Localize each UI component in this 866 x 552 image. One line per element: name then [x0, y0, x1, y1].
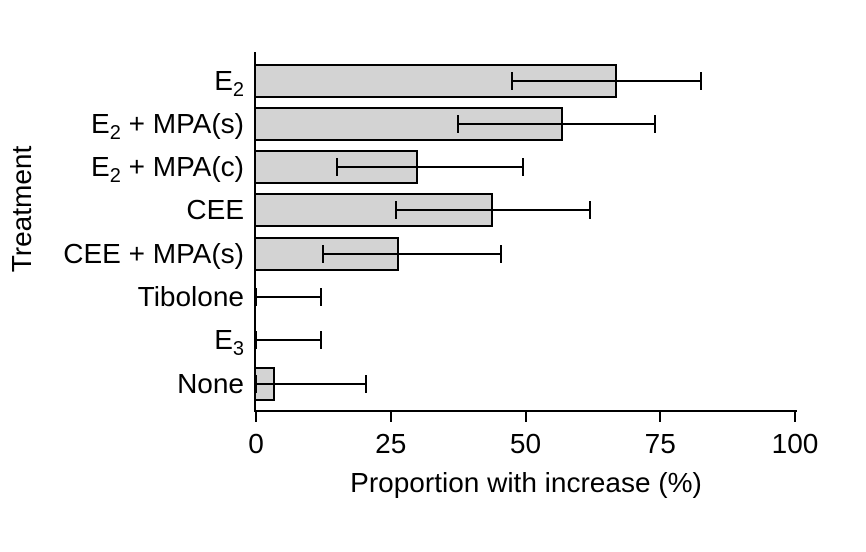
error-bar-cap-low	[255, 288, 257, 306]
error-bar-line	[396, 209, 591, 212]
error-bar-cap-high	[319, 288, 322, 306]
x-tick-mark	[659, 411, 662, 422]
category-label-subscript: 3	[232, 338, 244, 361]
category-label: None	[177, 367, 244, 399]
y-axis-title: Treatment	[6, 145, 37, 273]
category-label-subscript: 2	[232, 78, 244, 101]
error-bar-cap-high	[500, 244, 503, 263]
category-label-subscript: 2	[109, 165, 121, 188]
error-bar-cap-low	[457, 114, 460, 133]
category-label-text: CEE + MPA(s)	[63, 237, 244, 269]
x-tick-mark	[389, 411, 392, 422]
error-bar-cap-low	[322, 244, 325, 263]
category-label-text: E	[91, 151, 110, 183]
x-tick-label: 50	[509, 428, 542, 459]
error-bar-cap-low	[395, 201, 398, 220]
x-axis-title: Proportion with increase (%)	[350, 467, 702, 498]
category-label: CEE	[186, 196, 244, 224]
error-bar-cap-low	[335, 158, 338, 177]
error-bar-cap-high	[521, 158, 524, 177]
error-bar-line	[256, 382, 367, 385]
error-bar-line	[458, 122, 655, 125]
category-label-text: + MPA(c)	[120, 151, 244, 183]
x-tick-label: 25	[375, 428, 407, 459]
error-bar-cap-low	[511, 71, 514, 90]
error-bar-line	[256, 296, 321, 298]
error-bar-cap-low	[255, 374, 257, 393]
error-bar-line	[323, 252, 502, 255]
error-bar-line	[256, 339, 321, 342]
category-label: E2 + MPA(c)	[91, 151, 244, 187]
bar	[254, 236, 399, 271]
category-label-text: E	[214, 64, 233, 96]
category-label-text: E	[91, 107, 110, 139]
error-bar-cap-low	[255, 331, 257, 350]
y-axis-line	[254, 52, 256, 412]
bar	[254, 193, 494, 228]
error-bar-cap-high	[365, 374, 368, 393]
category-label-text: None	[177, 367, 244, 399]
x-tick-mark	[524, 411, 527, 422]
error-bar-cap-high	[653, 114, 656, 133]
x-tick-label: 75	[644, 428, 676, 459]
category-label: Tibolone	[138, 283, 244, 311]
x-tick-mark	[794, 411, 796, 422]
error-bar-cap-high	[589, 201, 592, 220]
category-label-text: + MPA(s)	[120, 107, 244, 139]
x-tick-mark	[255, 411, 257, 422]
error-bar-cap-high	[699, 71, 702, 90]
category-label-text: E	[214, 324, 233, 356]
error-bar-line	[512, 79, 701, 82]
error-bar-line	[336, 166, 523, 169]
category-label-text: Tibolone	[137, 281, 244, 312]
x-tick-label: 100	[771, 428, 819, 459]
category-label: E3	[214, 324, 244, 360]
category-label-text: CEE	[186, 194, 244, 226]
x-tick-label: 0	[248, 428, 264, 459]
category-label-subscript: 2	[109, 121, 121, 144]
category-label: E2	[214, 64, 244, 100]
error-bar-cap-high	[319, 331, 322, 350]
category-label: CEE + MPA(s)	[63, 237, 244, 269]
category-label: E2 + MPA(s)	[91, 107, 244, 143]
